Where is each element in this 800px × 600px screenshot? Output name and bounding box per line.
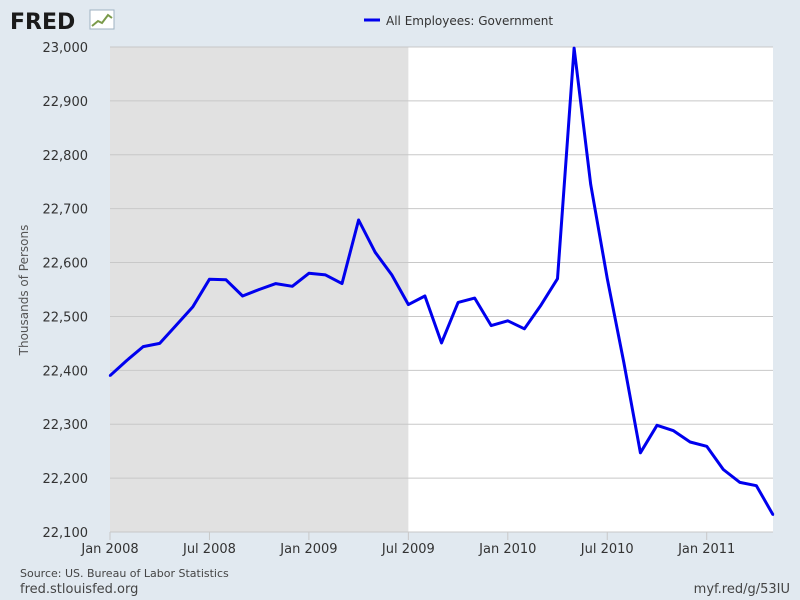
- footer-shortlink[interactable]: myf.red/g/53IU: [693, 582, 790, 597]
- y-tick-label: 22,700: [43, 203, 89, 218]
- data-point[interactable]: [622, 361, 626, 364]
- y-tick-label: 22,900: [43, 95, 89, 110]
- y-tick-label: 22,600: [43, 257, 89, 272]
- y-tick-label: 22,500: [43, 310, 89, 325]
- data-point[interactable]: [257, 288, 261, 291]
- data-point[interactable]: [291, 285, 294, 288]
- data-point[interactable]: [755, 484, 758, 487]
- legend-label: All Employees: Government: [386, 14, 553, 28]
- x-axis-ticks: Jan 2008 Jul 2008 Jan 2009 Jul 2009 Jan 2010…: [80, 532, 735, 557]
- data-point[interactable]: [639, 451, 642, 454]
- x-tick-label: Jan 2010: [478, 542, 536, 557]
- data-point[interactable]: [672, 429, 675, 432]
- x-tick-label: Jan 2008: [80, 542, 138, 557]
- data-point[interactable]: [456, 301, 460, 304]
- data-point[interactable]: [423, 294, 427, 298]
- data-point[interactable]: [506, 319, 509, 322]
- data-point[interactable]: [374, 251, 377, 254]
- fred-logo-graph-icon: [89, 9, 115, 30]
- data-point[interactable]: [738, 481, 742, 484]
- data-point[interactable]: [158, 342, 161, 345]
- data-point[interactable]: [490, 324, 493, 327]
- data-point[interactable]: [357, 218, 360, 222]
- data-point[interactable]: [191, 305, 195, 308]
- data-point[interactable]: [473, 296, 476, 300]
- data-point[interactable]: [688, 440, 692, 444]
- footer-site-link[interactable]: fred.stlouisfed.org: [20, 582, 139, 597]
- x-tick-label: Jul 2009: [381, 542, 435, 557]
- data-point[interactable]: [606, 277, 609, 280]
- gridlines: [110, 46, 773, 533]
- y-axis-ticks: 22,100 22,200 22,300 22,400 22,500 22,600 22,7…: [43, 41, 89, 541]
- series-group: [108, 46, 775, 516]
- y-tick-label: 22,300: [43, 418, 89, 433]
- x-tick-label: Jul 2008: [182, 542, 236, 557]
- data-point[interactable]: [539, 303, 543, 307]
- y-axis-label: Thousands of Persons: [17, 225, 31, 357]
- data-point[interactable]: [175, 323, 178, 327]
- y-tick-label: 22,400: [43, 364, 89, 379]
- y-tick-label: 22,800: [43, 149, 89, 164]
- footer-source: Source: US. Bureau of Labor Statistics: [20, 567, 229, 580]
- data-point[interactable]: [307, 272, 311, 275]
- fred-logo-text: FRED: [10, 10, 75, 35]
- fred-logo[interactable]: FRED: [10, 9, 115, 35]
- data-point[interactable]: [440, 341, 443, 345]
- data-point[interactable]: [241, 294, 244, 298]
- data-point[interactable]: [324, 273, 327, 277]
- data-point[interactable]: [722, 468, 725, 471]
- data-point[interactable]: [655, 424, 659, 427]
- data-point[interactable]: [407, 303, 410, 306]
- data-point[interactable]: [125, 359, 128, 362]
- data-point[interactable]: [589, 183, 592, 186]
- data-point[interactable]: [340, 282, 344, 285]
- data-point[interactable]: [556, 277, 559, 280]
- data-point[interactable]: [108, 374, 112, 377]
- x-tick-label: Jan 2009: [279, 542, 337, 557]
- x-tick-label: Jul 2010: [580, 542, 634, 557]
- data-point[interactable]: [523, 327, 526, 331]
- data-point[interactable]: [224, 278, 228, 281]
- data-point[interactable]: [274, 282, 277, 285]
- x-tick-label: Jan 2011: [677, 542, 735, 557]
- y-tick-label: 22,100: [43, 526, 89, 541]
- data-point[interactable]: [208, 278, 211, 281]
- data-point[interactable]: [141, 345, 145, 348]
- data-point[interactable]: [572, 46, 576, 50]
- data-point[interactable]: [771, 513, 775, 516]
- y-tick-label: 22,200: [43, 472, 89, 487]
- y-tick-label: 23,000: [43, 41, 89, 56]
- data-point[interactable]: [390, 273, 393, 277]
- data-point[interactable]: [705, 445, 708, 448]
- legend: All Employees: Government: [364, 14, 553, 28]
